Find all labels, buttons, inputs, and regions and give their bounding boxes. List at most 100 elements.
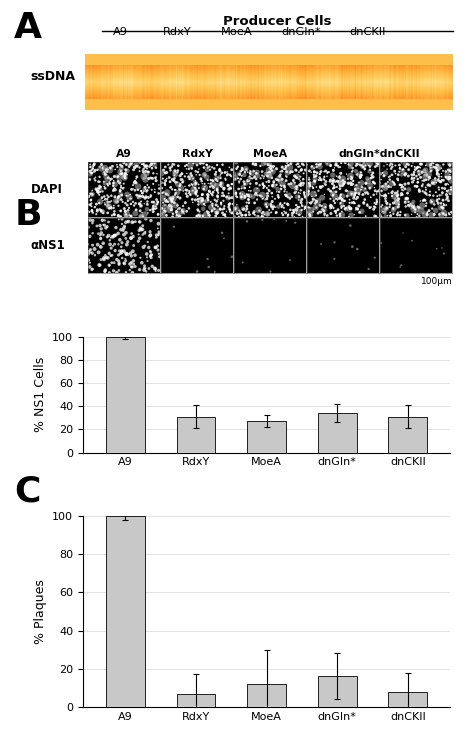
Point bbox=[211, 194, 219, 206]
Point bbox=[114, 195, 121, 207]
Point bbox=[217, 172, 224, 184]
Point bbox=[292, 217, 299, 229]
Point bbox=[285, 178, 292, 190]
Point bbox=[297, 194, 305, 206]
Point bbox=[246, 167, 254, 179]
Point bbox=[207, 201, 215, 213]
Point bbox=[291, 170, 298, 182]
Point bbox=[276, 176, 284, 188]
Point bbox=[391, 165, 399, 177]
Point bbox=[129, 230, 137, 242]
Point bbox=[249, 191, 257, 203]
Point bbox=[287, 158, 295, 170]
Point bbox=[327, 160, 334, 172]
Point bbox=[381, 206, 389, 218]
Point bbox=[121, 258, 128, 270]
Point bbox=[298, 163, 305, 175]
Point bbox=[358, 161, 366, 173]
Point bbox=[445, 209, 453, 221]
Point bbox=[200, 169, 208, 181]
Bar bbox=[106, 337, 145, 453]
Point bbox=[258, 207, 266, 219]
Point bbox=[371, 210, 379, 222]
Point bbox=[340, 178, 347, 190]
Point bbox=[306, 180, 314, 192]
Point bbox=[345, 177, 352, 189]
Point bbox=[129, 245, 137, 257]
Point bbox=[338, 193, 346, 205]
Point bbox=[172, 168, 179, 180]
Point bbox=[113, 254, 120, 266]
Point bbox=[341, 203, 349, 215]
Point bbox=[128, 227, 136, 239]
Point bbox=[376, 189, 383, 201]
Point bbox=[93, 184, 100, 196]
Point bbox=[179, 176, 187, 188]
Point bbox=[154, 222, 162, 234]
Point bbox=[231, 172, 239, 184]
Point bbox=[421, 186, 428, 198]
Point bbox=[438, 209, 445, 221]
Point bbox=[365, 159, 373, 171]
Point bbox=[152, 162, 160, 174]
Point bbox=[307, 197, 315, 209]
Point bbox=[235, 168, 243, 180]
Point bbox=[257, 172, 264, 184]
Point bbox=[410, 200, 418, 212]
Point bbox=[213, 206, 221, 218]
Point bbox=[101, 249, 109, 261]
Point bbox=[250, 165, 257, 177]
Point bbox=[414, 162, 422, 174]
Point bbox=[440, 199, 448, 211]
Point bbox=[221, 209, 228, 221]
Point bbox=[358, 205, 366, 217]
Bar bbox=[389, 417, 428, 453]
Point bbox=[422, 200, 430, 212]
Point bbox=[137, 211, 145, 223]
Point bbox=[185, 187, 193, 199]
Point bbox=[421, 194, 428, 206]
Point bbox=[127, 159, 134, 171]
Point bbox=[110, 183, 118, 194]
Point bbox=[94, 239, 101, 251]
Point bbox=[401, 209, 409, 221]
Point bbox=[332, 206, 340, 218]
Point bbox=[264, 208, 272, 220]
Point bbox=[88, 197, 95, 209]
Point bbox=[417, 195, 424, 207]
Point bbox=[169, 193, 177, 205]
Point bbox=[204, 189, 212, 201]
Point bbox=[193, 210, 201, 222]
Point bbox=[447, 172, 454, 184]
Point bbox=[194, 205, 201, 217]
Point bbox=[152, 203, 160, 215]
Point bbox=[315, 174, 322, 186]
Point bbox=[136, 162, 143, 174]
Point bbox=[200, 198, 208, 210]
Point bbox=[246, 181, 254, 193]
Point bbox=[117, 180, 125, 191]
Point bbox=[232, 187, 239, 199]
Point bbox=[292, 186, 300, 197]
Point bbox=[309, 180, 316, 192]
Point bbox=[94, 183, 102, 194]
Point bbox=[238, 163, 246, 175]
Point bbox=[361, 187, 369, 199]
Point bbox=[127, 192, 135, 204]
Point bbox=[155, 209, 162, 221]
Point bbox=[436, 209, 443, 221]
Point bbox=[251, 171, 258, 183]
Point bbox=[285, 189, 292, 201]
Point bbox=[347, 173, 355, 185]
Point bbox=[346, 220, 354, 232]
Point bbox=[310, 193, 317, 205]
Point bbox=[86, 257, 94, 269]
Point bbox=[242, 209, 249, 221]
Point bbox=[191, 183, 199, 194]
Point bbox=[301, 189, 309, 201]
Point bbox=[352, 159, 360, 171]
Point bbox=[207, 187, 214, 199]
Point bbox=[382, 190, 390, 202]
Point bbox=[318, 174, 325, 186]
Point bbox=[402, 193, 410, 205]
